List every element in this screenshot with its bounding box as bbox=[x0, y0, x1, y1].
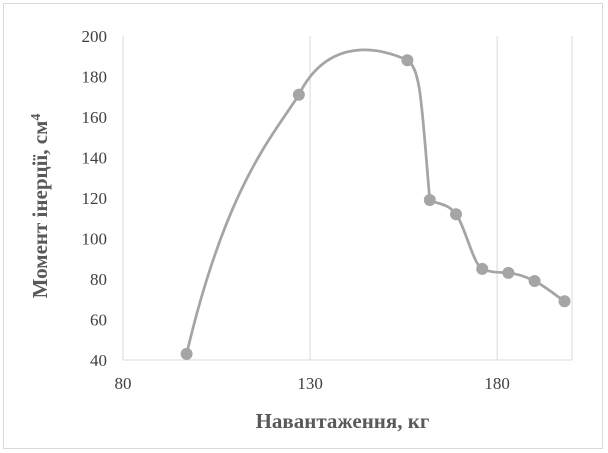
y-axis-title-main: Момент інерції, см bbox=[28, 121, 52, 299]
y-tick-label: 120 bbox=[82, 189, 108, 208]
data-point bbox=[450, 208, 463, 221]
data-point bbox=[476, 262, 489, 275]
data-point bbox=[528, 275, 541, 288]
y-tick-label: 160 bbox=[82, 108, 108, 127]
y-tick-labels: 40 60 80 100 120 140 160 180 200 bbox=[82, 27, 108, 370]
data-point bbox=[558, 295, 571, 308]
data-point bbox=[502, 266, 515, 279]
y-tick-label: 200 bbox=[82, 27, 108, 46]
x-axis-title: Навантаження, кг bbox=[256, 409, 430, 433]
y-tick-label: 100 bbox=[82, 230, 108, 249]
y-tick-label: 80 bbox=[90, 270, 107, 289]
y-tick-label: 180 bbox=[82, 68, 108, 87]
y-tick-label: 140 bbox=[82, 149, 108, 168]
data-point bbox=[292, 88, 305, 101]
data-point bbox=[423, 194, 436, 207]
grid-lines bbox=[122, 36, 573, 360]
y-axis-title: Момент інерції, см4 bbox=[28, 114, 52, 299]
x-tick-label: 180 bbox=[484, 374, 510, 393]
data-point bbox=[180, 347, 193, 360]
y-axis-title-superscript: 4 bbox=[29, 114, 44, 121]
y-tick-label: 40 bbox=[90, 351, 107, 370]
x-tick-labels: 80 130 180 bbox=[115, 374, 510, 393]
series-markers bbox=[180, 54, 571, 360]
y-tick-label: 60 bbox=[90, 311, 107, 330]
series-line bbox=[185, 48, 566, 356]
chart-frame bbox=[3, 3, 603, 449]
x-tick-label: 130 bbox=[297, 374, 323, 393]
x-tick-label: 80 bbox=[115, 374, 132, 393]
data-point bbox=[401, 54, 414, 67]
